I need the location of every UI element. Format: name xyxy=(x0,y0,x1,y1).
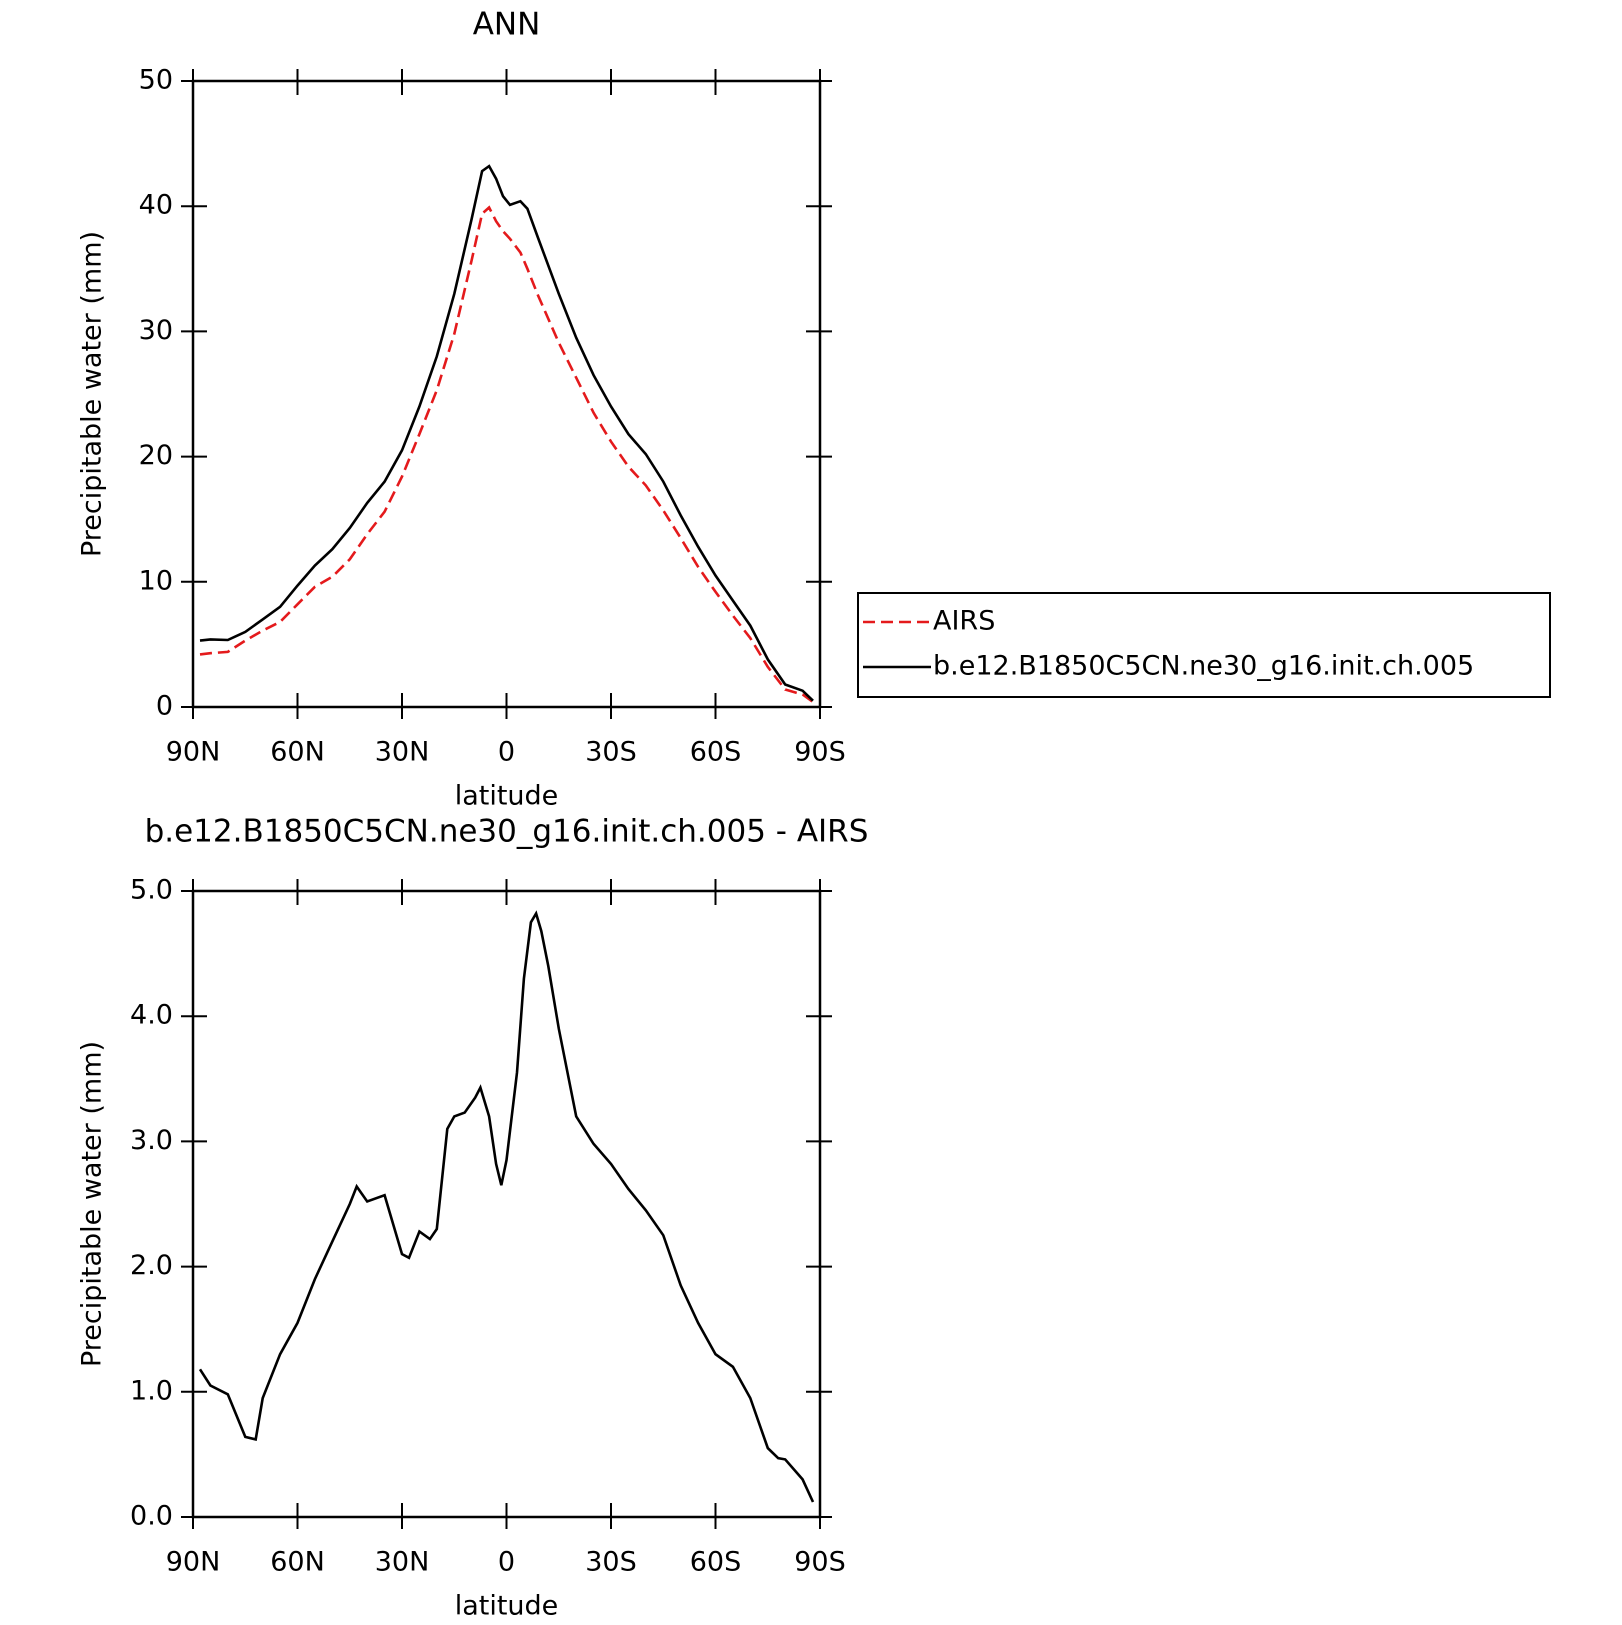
x-axis-label: latitude xyxy=(455,781,559,812)
x-tick-label: 0 xyxy=(498,737,515,768)
y-axis-label: Precipitable water (mm) xyxy=(77,1041,108,1367)
legend-label: b.e12.B1850C5CN.ne30_g16.init.ch.005 xyxy=(933,651,1474,682)
y-tick-label: 0 xyxy=(156,691,173,722)
x-tick-label: 0 xyxy=(498,1547,515,1578)
plot-frame xyxy=(191,889,822,1519)
y-axis-label: Precipitable water (mm) xyxy=(77,231,108,557)
plot-frame xyxy=(191,79,822,709)
y-tick-label: 40 xyxy=(139,190,173,221)
y-tick-label: 30 xyxy=(139,315,173,346)
y-tick-label: 50 xyxy=(139,65,173,96)
y-tick-label: 20 xyxy=(139,440,173,471)
x-tick-label: 60S xyxy=(690,1547,742,1578)
y-tick-label: 1.0 xyxy=(130,1375,173,1406)
x-tick-label: 60N xyxy=(270,1547,325,1578)
legend-box xyxy=(857,592,1551,698)
x-tick-label: 90S xyxy=(794,1547,846,1578)
y-tick-label: 10 xyxy=(139,565,173,596)
x-axis-label: latitude xyxy=(455,1591,559,1622)
y-tick-label: 3.0 xyxy=(130,1125,173,1156)
x-tick-label: 30S xyxy=(585,1547,637,1578)
x-tick-label: 90S xyxy=(794,737,846,768)
data-line xyxy=(198,910,815,1503)
legend-label: AIRS xyxy=(933,606,995,637)
chart-title: b.e12.B1850C5CN.ne30_g16.init.ch.005 - A… xyxy=(145,814,869,850)
y-tick-label: 0.0 xyxy=(130,1501,173,1532)
x-tick-label: 30N xyxy=(375,737,430,768)
x-tick-label: 90N xyxy=(166,737,221,768)
data-line xyxy=(199,164,814,702)
x-tick-label: 30S xyxy=(585,737,637,768)
y-tick-label: 4.0 xyxy=(130,1000,173,1031)
x-tick-label: 60S xyxy=(690,737,742,768)
data-line xyxy=(199,205,814,704)
y-tick-label: 5.0 xyxy=(130,875,173,906)
x-tick-label: 90N xyxy=(166,1547,221,1578)
x-tick-label: 60N xyxy=(270,737,325,768)
y-tick-label: 2.0 xyxy=(130,1250,173,1281)
chart-title: ANN xyxy=(473,7,541,43)
x-tick-label: 30N xyxy=(375,1547,430,1578)
